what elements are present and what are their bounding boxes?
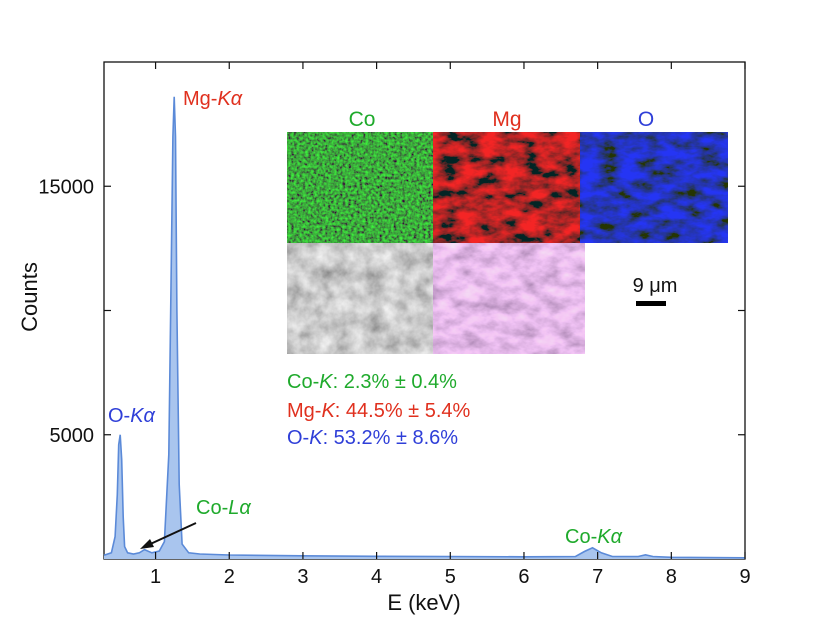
peak-label-o-ka: O-Kα [108, 405, 156, 427]
co-la-arrow-head [140, 539, 154, 549]
co-la-arrow-line [145, 522, 197, 547]
x-tick-label: 4 [371, 566, 382, 588]
peak-label-co-la: Co-Lα [196, 497, 251, 519]
x-tick-label: 9 [739, 566, 750, 588]
o-map-texture [580, 132, 728, 243]
composition-co: Co-K: 2.3% ± 0.4% [287, 371, 457, 393]
spectrum-area [104, 96, 745, 560]
y-tick-label: 5000 [50, 425, 95, 447]
composition-o: O-K: 53.2% ± 8.6% [287, 427, 458, 449]
x-tick-label: 5 [445, 566, 456, 588]
axis-ticks: 1 2 3 4 5 6 7 8 9 5000 15000 [38, 62, 751, 588]
y-tick-label: 15000 [38, 176, 94, 198]
spectrum-line [103, 96, 746, 559]
peak-label-mg-ka: Mg-Kα [183, 88, 243, 110]
x-tick-label: 2 [224, 566, 235, 588]
overlay-image-texture [433, 243, 585, 354]
x-tick-label: 3 [297, 566, 308, 588]
map-title-co: Co [349, 108, 376, 131]
scale-bar-label: 9 μm [633, 275, 678, 297]
sem-image-texture [287, 243, 433, 354]
map-title-o: O [638, 108, 654, 131]
inset-element-maps: Co Mg O [287, 108, 728, 354]
x-axis-label: E (keV) [387, 590, 460, 615]
x-tick-label: 8 [666, 566, 677, 588]
mg-map-texture [433, 132, 580, 243]
x-tick-label: 6 [518, 566, 529, 588]
y-axis-label: Counts [17, 262, 42, 332]
co-map-texture [287, 132, 433, 243]
peak-label-co-ka: Co-Kα [565, 526, 623, 548]
map-title-mg: Mg [492, 108, 521, 131]
x-tick-label: 7 [592, 566, 603, 588]
x-tick-label: 1 [150, 566, 161, 588]
composition-mg: Mg-K: 44.5% ± 5.4% [287, 400, 471, 422]
scale-bar [636, 301, 666, 306]
